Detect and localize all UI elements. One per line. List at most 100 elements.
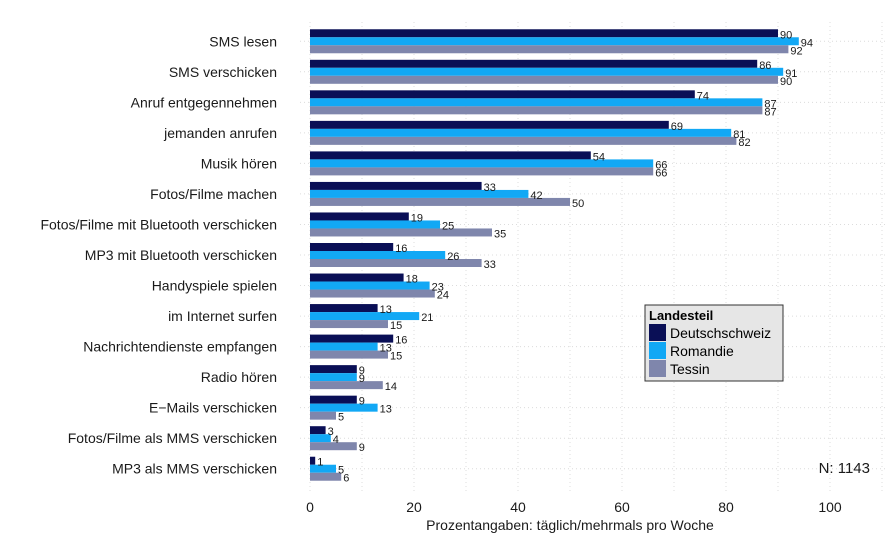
value-label: 91 xyxy=(785,68,797,80)
x-tick-label: 80 xyxy=(718,499,734,515)
value-label: 50 xyxy=(572,198,584,210)
category-label: MP3 mit Bluetooth verschicken xyxy=(85,247,277,263)
category-label: MP3 als MMS verschicken xyxy=(112,461,277,477)
category-label: SMS verschicken xyxy=(169,64,277,80)
value-label: 9 xyxy=(359,396,365,408)
bar-romandie xyxy=(310,251,446,259)
x-tick-label: 100 xyxy=(818,499,842,515)
value-label: 3 xyxy=(328,426,334,438)
x-tick-label: 0 xyxy=(306,499,314,515)
bar-tessin xyxy=(310,197,570,206)
value-label: 87 xyxy=(764,98,776,110)
bar-deutschschweiz xyxy=(310,243,394,251)
category-label: Handyspiele spielen xyxy=(152,278,277,294)
category-label: jemanden anrufen xyxy=(163,125,277,141)
value-label: 4 xyxy=(333,434,339,446)
bar-deutschschweiz xyxy=(310,151,591,160)
bar-deutschschweiz xyxy=(310,29,778,38)
value-label: 25 xyxy=(442,220,454,232)
x-axis-title: Prozentangaben: täglich/mehrmals pro Woc… xyxy=(426,517,714,533)
value-label: 16 xyxy=(395,243,407,255)
value-label: 69 xyxy=(671,121,683,133)
bar-deutschschweiz xyxy=(310,456,316,465)
legend-label: Deutschschweiz xyxy=(670,325,771,341)
bar-romandie xyxy=(310,128,732,137)
category-label: E−Mails verschicken xyxy=(149,400,277,416)
value-label: 19 xyxy=(411,212,423,224)
bar-tessin xyxy=(310,228,492,237)
value-label: 16 xyxy=(395,335,407,347)
x-tick-label: 60 xyxy=(614,499,630,515)
bar-deutschschweiz xyxy=(310,90,695,99)
bar-tessin xyxy=(310,442,357,451)
bar-romandie xyxy=(310,434,331,443)
value-label: 54 xyxy=(593,151,605,163)
value-label: 35 xyxy=(494,228,506,240)
value-label: 13 xyxy=(380,304,392,316)
bar-tessin xyxy=(310,259,482,267)
bar-tessin xyxy=(310,350,388,359)
value-label: 92 xyxy=(790,45,802,57)
value-label: 9 xyxy=(359,442,365,454)
bar-romandie xyxy=(310,98,763,107)
bar-deutschschweiz xyxy=(310,395,357,404)
category-label: im Internet surfen xyxy=(168,308,277,324)
value-label: 86 xyxy=(759,60,771,72)
bar-romandie xyxy=(310,37,799,46)
bar-deutschschweiz xyxy=(310,426,326,435)
value-label: 33 xyxy=(484,259,496,271)
bar-tessin xyxy=(310,472,342,481)
value-label: 9 xyxy=(359,373,365,385)
bar-deutschschweiz xyxy=(310,365,357,374)
bar-deutschschweiz xyxy=(310,181,482,190)
bar-tessin xyxy=(310,320,388,329)
value-label: 87 xyxy=(764,106,776,118)
value-label: 14 xyxy=(385,381,397,393)
value-label: 90 xyxy=(780,29,792,41)
value-label: 15 xyxy=(390,320,402,332)
value-label: 66 xyxy=(655,167,667,179)
sample-size-annotation: N: 1143 xyxy=(819,460,870,477)
bar-deutschschweiz xyxy=(310,59,758,68)
legend: Landesteil Deutschschweiz Romandie Tessin xyxy=(644,304,784,382)
value-label: 33 xyxy=(484,182,496,194)
x-tick-label: 20 xyxy=(406,499,422,515)
bar-romandie xyxy=(310,342,378,351)
value-label: 5 xyxy=(338,465,344,477)
legend-label: Tessin xyxy=(670,361,710,377)
legend-swatch-tessin xyxy=(649,360,666,377)
value-labels: 9094928691907487876981825466663342501925… xyxy=(317,29,813,484)
category-label: SMS lesen xyxy=(209,33,277,49)
category-labels: SMS lesen SMS verschicken Anruf entgegenne… xyxy=(40,33,277,476)
value-label: 90 xyxy=(780,76,792,88)
category-label: Fotos/Filme machen xyxy=(150,186,277,202)
category-label: Anruf entgegennehmen xyxy=(131,94,277,110)
category-label: Musik hören xyxy=(201,155,277,171)
bar-deutschschweiz xyxy=(310,334,394,343)
bar-romandie xyxy=(310,67,784,76)
value-label: 94 xyxy=(801,37,813,49)
value-label: 5 xyxy=(338,412,344,424)
value-label: 18 xyxy=(406,274,418,286)
value-label: 26 xyxy=(447,251,459,263)
bar-deutschschweiz xyxy=(310,120,669,129)
value-label: 9 xyxy=(359,365,365,377)
bar-romandie xyxy=(310,220,440,229)
legend-title: Landesteil xyxy=(649,308,713,323)
bar-romandie xyxy=(310,403,378,412)
bar-romandie xyxy=(310,159,654,168)
legend-swatch-romandie xyxy=(649,342,666,359)
bar-tessin xyxy=(310,75,778,84)
value-label: 15 xyxy=(390,351,402,363)
bar-romandie xyxy=(310,312,420,321)
value-label: 81 xyxy=(733,129,745,141)
legend-swatch-deutschschweiz xyxy=(649,324,666,341)
bar-romandie xyxy=(310,373,357,382)
bar-deutschschweiz xyxy=(310,304,378,313)
bar-romandie xyxy=(310,189,529,198)
bar-tessin xyxy=(310,136,737,145)
category-label: Radio hören xyxy=(201,369,277,385)
bar-deutschschweiz xyxy=(310,212,409,221)
value-label: 42 xyxy=(530,190,542,202)
value-label: 1 xyxy=(317,457,323,469)
